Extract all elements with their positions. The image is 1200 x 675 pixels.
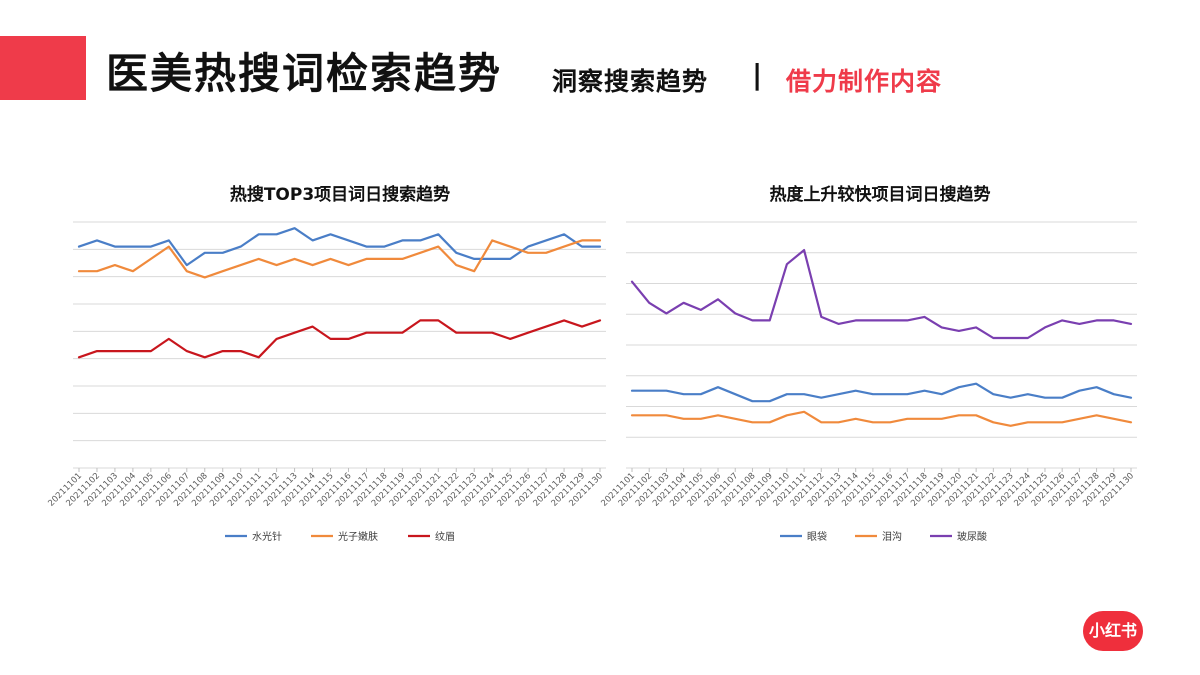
chart-2-series-line-3 [630,249,1133,340]
page-subtitle: 洞察搜索趋势 [552,67,709,96]
xiaohongshu-logo: 小红书 [1083,611,1143,651]
chart-1-series-line-2 [77,239,602,279]
chart-1-legend-label-1: 水光针 [252,530,282,543]
title-accent-block [0,36,86,100]
chart-1-series-line-1 [77,227,602,267]
chart-1-legend-label-3: 纹眉 [435,530,455,543]
chart-2-legend-label-1: 眼袋 [807,530,827,543]
chart-1-title: 热搜TOP3项目词日搜索趋势 [229,185,451,205]
chart-1-legend-label-2: 光子嫩肤 [338,530,378,543]
chart-2-series-line-2 [630,410,1133,427]
chart-2-title: 热度上升较快项目词日搜趋势 [769,185,991,205]
title-separator: | [752,58,763,91]
chart-2-series-line-1 [630,382,1133,403]
chart-1-series-line-3 [77,319,602,359]
page-title: 医美热搜词检索趋势 [106,49,503,98]
chart-2-legend-label-2: 泪沟 [882,530,902,543]
page-subtitle-highlight: 借力制作内容 [786,67,943,96]
chart-2-legend-label-3: 玻尿酸 [957,530,987,543]
